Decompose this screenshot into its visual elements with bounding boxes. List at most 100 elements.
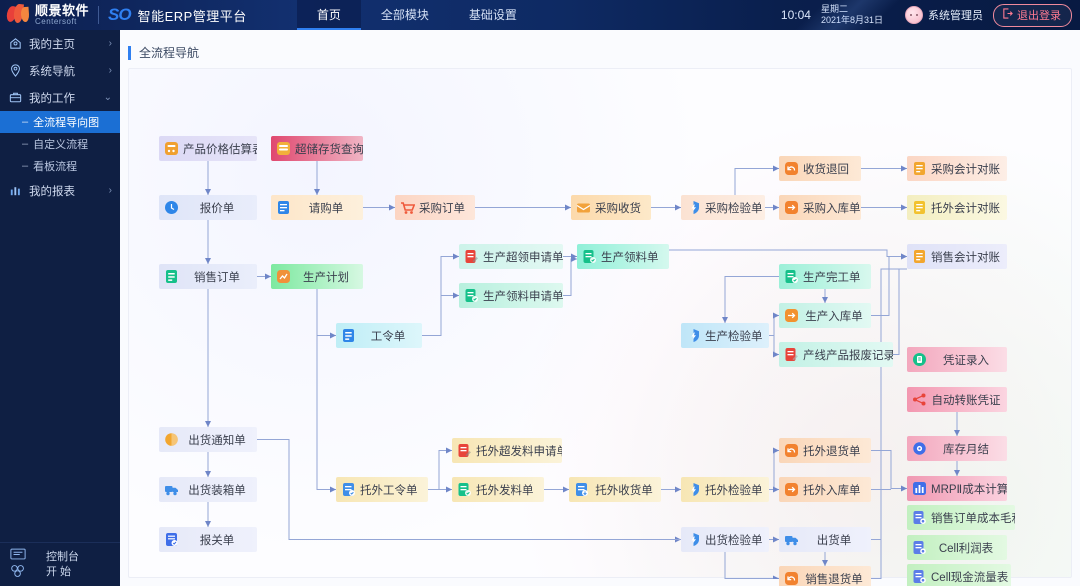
start-icon[interactable] — [10, 564, 36, 581]
flow-node[interactable]: 出货装箱单 — [159, 477, 257, 502]
flow-node[interactable]: 库存月结 — [907, 436, 1007, 461]
flow-node[interactable]: 托外收货单 — [569, 477, 661, 502]
return-icon — [784, 443, 799, 458]
flow-node-label: 托外超发料申请单 — [476, 445, 562, 458]
flow-node[interactable]: 托外发料单 — [452, 477, 544, 502]
stack-icon — [276, 141, 291, 156]
ledger-icon — [912, 161, 927, 176]
flow-node[interactable]: 销售退货单 — [779, 566, 871, 586]
clock-block: 10:04 星期二 2021年8月31日 — [781, 4, 883, 26]
flow-node[interactable]: 报关单 — [159, 527, 257, 552]
flow-node[interactable]: 生产超领申请单 — [459, 244, 563, 269]
flow-node-label: 出货单 — [816, 534, 852, 547]
flow-node[interactable]: 出货通知单 — [159, 427, 257, 452]
flow-node[interactable]: 销售会计对账 — [907, 244, 1007, 269]
flow-node[interactable]: 采购订单 — [395, 195, 475, 220]
flow-node[interactable]: 报价单 — [159, 195, 257, 220]
flow-node[interactable]: 采购入库单 — [779, 195, 861, 220]
sidebar-item-my-home[interactable]: 我的主页 › — [0, 30, 120, 57]
shield-icon — [686, 200, 701, 215]
flow-node[interactable]: 采购收货 — [571, 195, 651, 220]
flow-node[interactable]: 生产领料单 — [577, 244, 669, 269]
flow-node-label: 出货通知单 — [188, 434, 246, 447]
flow-node-label: 生产完工单 — [803, 271, 861, 284]
sidebar-item-my-work[interactable]: 我的工作 ⌄ — [0, 84, 120, 111]
sidebar-item-my-reports[interactable]: 我的报表 › — [0, 177, 120, 204]
report-icon — [912, 569, 927, 584]
sidebar-subitem-custom-process[interactable]: – 自定义流程 — [0, 133, 120, 155]
gear-icon — [912, 441, 927, 456]
start-label[interactable]: 开 始 — [46, 565, 72, 578]
flow-node[interactable]: 超储存货查询 — [271, 136, 363, 161]
flow-node-label: 托外工令单 — [360, 484, 418, 497]
transfer-icon — [912, 392, 927, 407]
flow-node-label: 托外会计对账 — [931, 202, 1000, 215]
centersoft-logo-icon — [5, 3, 32, 27]
clock-time: 10:04 — [780, 8, 811, 22]
console-label[interactable]: 控制台 — [46, 550, 79, 563]
title-accent-bar — [128, 45, 131, 60]
flow-node[interactable]: 产线产品报废记录单 — [779, 342, 893, 367]
req-red-icon — [457, 443, 472, 458]
flow-node-label: 产线产品报废记录单 — [803, 349, 893, 362]
flow-node[interactable]: 请购单 — [271, 195, 363, 220]
flow-node-label: 采购会计对账 — [931, 163, 1000, 176]
sidebar-item-system-nav[interactable]: 系统导航 › — [0, 57, 120, 84]
flow-node[interactable]: 产品价格估算表 — [159, 136, 257, 161]
flow-node-label: 采购收货 — [595, 202, 641, 215]
flow-node[interactable]: 销售订单成本毛利表 — [907, 505, 1015, 530]
flow-node[interactable]: 生产完工单 — [779, 264, 871, 289]
flow-node[interactable]: 托外退货单 — [779, 438, 871, 463]
sidebar-item-label: 我的工作 — [29, 92, 75, 105]
flow-node[interactable]: 销售订单 — [159, 264, 257, 289]
ledger-icon — [912, 249, 927, 264]
avatar[interactable] — [905, 6, 923, 24]
nav-item-basic-settings[interactable]: 基础设置 — [468, 8, 517, 22]
flow-node[interactable]: 托外入库单 — [779, 477, 871, 502]
flow-node-label: 生产领料单 — [601, 251, 659, 264]
flow-node[interactable]: 托外会计对账 — [907, 195, 1007, 220]
page-title-text: 全流程导航 — [139, 46, 200, 60]
flow-node[interactable]: Cell利润表 — [907, 535, 1007, 560]
flow-node[interactable]: 采购会计对账 — [907, 156, 1007, 181]
truck-icon — [784, 532, 799, 547]
nav-item-home[interactable]: 首页 — [296, 0, 361, 30]
flow-node-label: 超储存货查询 — [295, 143, 363, 156]
shield-icon — [686, 482, 701, 497]
inbound-icon — [784, 308, 799, 323]
console-icon[interactable] — [10, 548, 36, 564]
flow-node[interactable]: 生产入库单 — [779, 303, 871, 328]
nav-item-all-modules[interactable]: 全部模块 — [380, 8, 429, 22]
flow-node-label: 生产入库单 — [805, 310, 863, 323]
flow-node[interactable]: 托外工令单 — [336, 477, 428, 502]
ledger-icon — [912, 200, 927, 215]
report-icon — [912, 540, 927, 555]
flow-node[interactable]: 托外超发料申请单 — [452, 438, 562, 463]
flow-node[interactable]: 凭证录入 — [907, 347, 1007, 372]
flow-node[interactable]: 生产领料申请单 — [459, 283, 563, 308]
flow-node[interactable]: Cell现金流量表 — [907, 564, 1011, 586]
customs-icon — [164, 532, 179, 547]
flow-node[interactable]: 采购检验单 — [681, 195, 765, 220]
notify-icon — [164, 432, 179, 447]
logout-button[interactable]: 退出登录 — [993, 3, 1072, 27]
flow-node[interactable]: 自动转账凭证 — [907, 387, 1007, 412]
shield-icon — [686, 328, 701, 343]
flow-node[interactable]: 工令单 — [336, 323, 422, 348]
flow-node[interactable]: 生产检验单 — [681, 323, 769, 348]
return-icon — [784, 571, 799, 586]
flow-node[interactable]: 收货退回 — [779, 156, 861, 181]
flow-node-label: 销售订单 — [194, 271, 240, 284]
flow-node[interactable]: 托外检验单 — [681, 477, 769, 502]
sidebar-subitem-kanban-process[interactable]: – 看板流程 — [0, 155, 120, 177]
flow-node-label: 请购单 — [308, 202, 344, 215]
flow-node[interactable]: 出货检验单 — [681, 527, 769, 552]
process-flow-canvas[interactable]: 产品价格估算表 超储存货查询报价单 请购单 采购订单 采购收货 采购检验单 收货退回采购入库… — [128, 68, 1072, 586]
sidebar-subitem-full-process-map[interactable]: – 全流程导向图 — [0, 111, 120, 133]
flow-node[interactable]: 出货单 — [779, 527, 871, 552]
flow-node[interactable]: MRPⅡ成本计算 — [907, 476, 1007, 501]
flow-node-label: 托外检验单 — [705, 484, 763, 497]
flow-node-label: 托外退货单 — [803, 445, 861, 458]
flow-node[interactable]: 生产计划 — [271, 264, 363, 289]
truck-icon — [164, 482, 179, 497]
